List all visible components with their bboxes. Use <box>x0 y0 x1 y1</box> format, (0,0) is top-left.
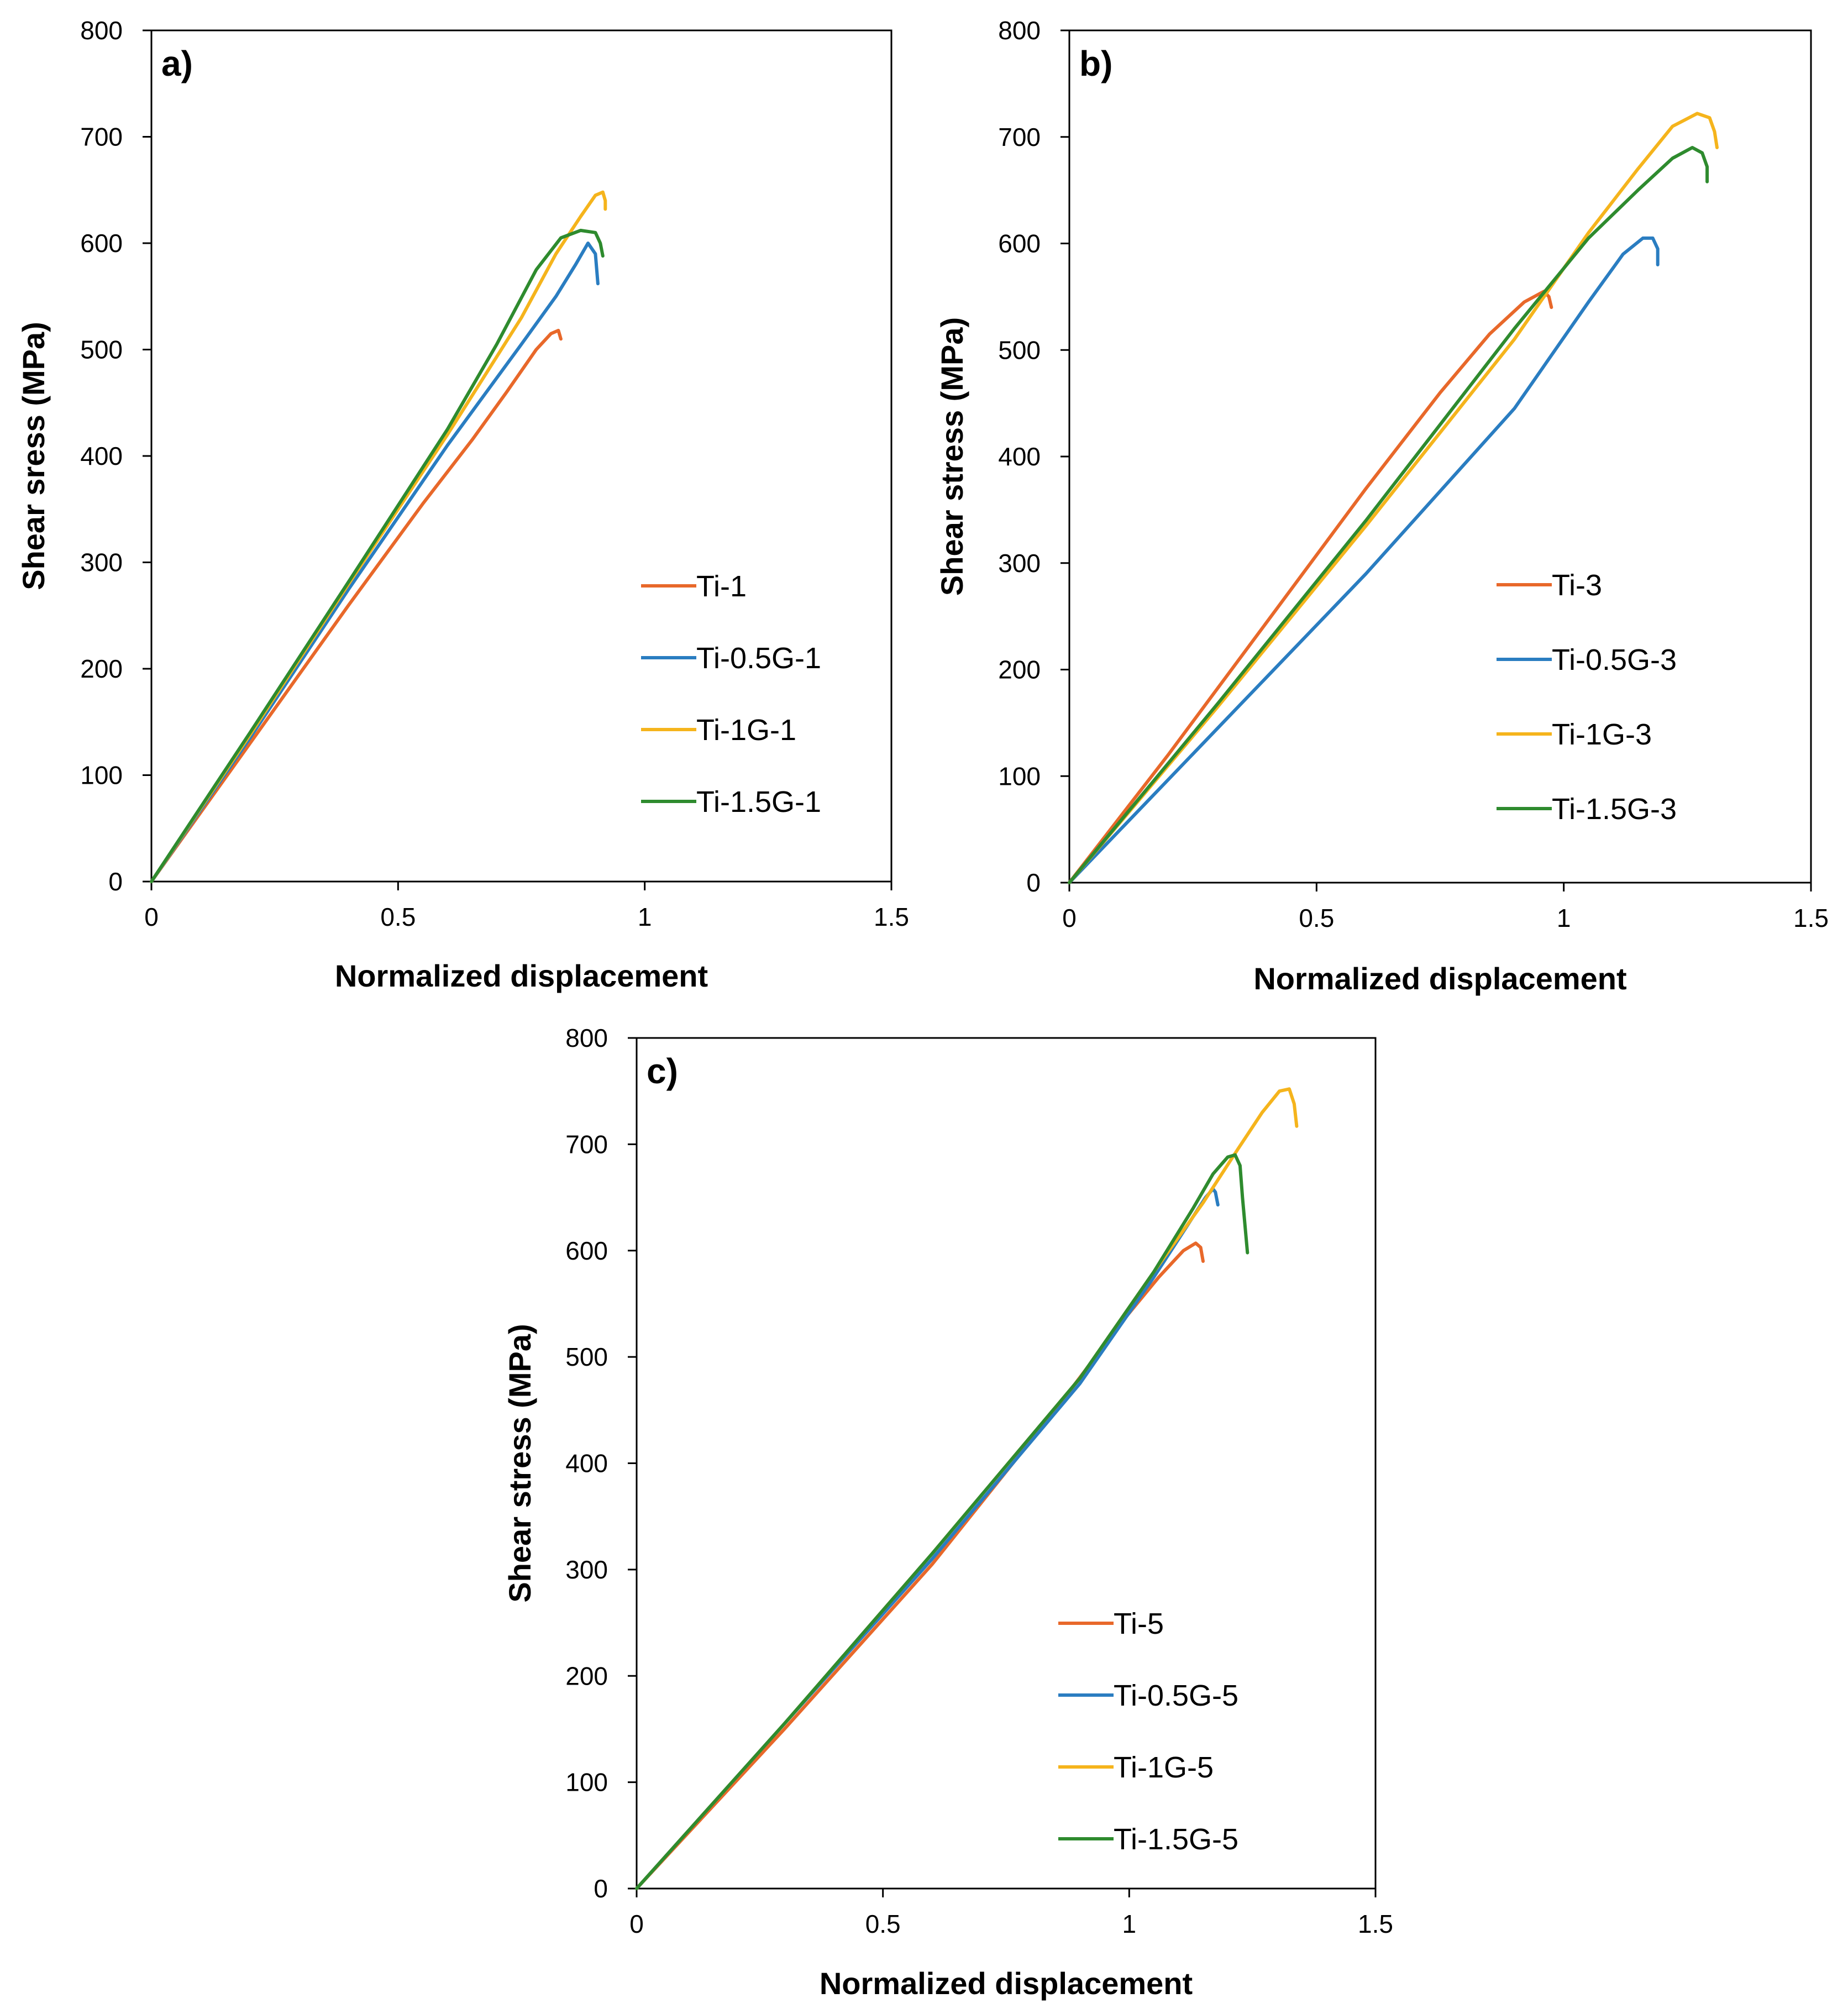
x-tick-label: 1.5 <box>1793 904 1829 932</box>
legend-label: Ti-0.5G-1 <box>696 642 821 675</box>
y-tick-label: 600 <box>80 229 123 258</box>
series-line-ti-1 <box>150 328 563 883</box>
series-line-ti-1g-3 <box>1068 112 1719 884</box>
y-tick-label: 400 <box>80 442 123 470</box>
y-tick-label: 800 <box>998 16 1041 45</box>
y-tick-label: 700 <box>998 123 1041 151</box>
x-axis-title: Normalized displacement <box>1253 961 1626 996</box>
panel-label: b) <box>1079 44 1112 83</box>
series-line-ti-1-5g-5 <box>635 1153 1250 1890</box>
y-tick-label: 600 <box>998 229 1041 258</box>
x-tick-label: 1 <box>1122 1910 1137 1938</box>
x-tick-label: 0 <box>1062 904 1077 932</box>
x-tick-label: 0.5 <box>380 903 416 931</box>
y-tick-label: 700 <box>80 123 123 151</box>
legend-label: Ti-1.5G-1 <box>696 785 821 819</box>
legend: Ti-1 Ti-0.5G-1 Ti-1G-1 Ti-1.5G-1 <box>641 570 821 819</box>
panel-label: a) <box>161 44 193 83</box>
legend-label: Ti-5 <box>1114 1607 1164 1640</box>
plot-frame <box>636 1037 1377 1890</box>
legend-label: Ti-1G-1 <box>696 714 796 747</box>
y-tick-label: 0 <box>594 1874 608 1903</box>
series-line-ti-0-5g-5 <box>635 1187 1220 1890</box>
chart-panel-3: 0 100 200 300 400 500 600 700 800 0 0.5 1 1.5 Normali… <box>502 1024 1393 2001</box>
y-tick-label: 800 <box>80 16 123 45</box>
y-tick-label: 100 <box>565 1768 608 1797</box>
legend-label: Ti-0.5G-5 <box>1114 1679 1238 1712</box>
y-tick-label: 300 <box>80 548 123 577</box>
series-line-ti-0-5g-3 <box>1068 236 1660 884</box>
y-tick-label: 300 <box>565 1555 608 1584</box>
y-tick-label: 700 <box>565 1130 608 1158</box>
y-tick-label: 800 <box>565 1024 608 1052</box>
x-axis-title: Normalized displacement <box>820 1966 1193 2001</box>
legend-label: Ti-1 <box>696 570 747 603</box>
x-axis-title: Normalized displacement <box>335 958 708 993</box>
y-tick-label: 200 <box>998 655 1041 684</box>
y-tick-label: 100 <box>80 761 123 790</box>
y-tick-label: 200 <box>565 1661 608 1690</box>
y-tick-label: 100 <box>998 762 1041 790</box>
y-axis-title: Shear stress (MPa) <box>935 317 969 596</box>
legend: Ti-5 Ti-0.5G-5 Ti-1G-5 Ti-1.5G-5 <box>1058 1607 1238 1856</box>
chart-panel-1: 0 100 200 300 400 500 600 700 800 0 0.5 1 1.5 Normali… <box>16 16 909 993</box>
y-tick-label: 400 <box>998 442 1041 471</box>
x-tick-label: 1.5 <box>874 903 909 931</box>
y-tick-label: 0 <box>1026 868 1041 897</box>
y-tick-label: 500 <box>565 1342 608 1371</box>
legend: Ti-3 Ti-0.5G-3 Ti-1G-3 Ti-1.5G-3 <box>1497 569 1677 826</box>
y-tick-label: 300 <box>998 549 1041 578</box>
series-line-ti-1-5g-1 <box>150 228 605 883</box>
series-line-ti-1-5g-3 <box>1068 146 1709 884</box>
chart-panel-2: 0 100 200 300 400 500 600 700 800 0 0.5 1 1.5 Normali… <box>935 16 1829 996</box>
legend-label: Ti-1G-3 <box>1552 718 1652 751</box>
panel-label: c) <box>647 1051 678 1091</box>
legend-label: Ti-1.5G-5 <box>1114 1823 1238 1856</box>
y-tick-label: 500 <box>998 335 1041 364</box>
legend-label: Ti-1.5G-3 <box>1552 793 1677 826</box>
legend-label: Ti-1G-5 <box>1114 1751 1214 1784</box>
y-tick-label: 0 <box>108 867 123 896</box>
x-tick-label: 0.5 <box>1299 904 1334 932</box>
x-tick-label: 1 <box>638 903 652 931</box>
y-tick-label: 600 <box>565 1236 608 1265</box>
y-tick-label: 400 <box>565 1449 608 1478</box>
y-tick-label: 200 <box>80 654 123 683</box>
y-axis-title: Shear sress (MPa) <box>16 322 51 590</box>
y-axis-title: Shear stress (MPa) <box>502 1324 537 1602</box>
legend-label: Ti-0.5G-3 <box>1552 643 1677 676</box>
x-tick-label: 1 <box>1557 904 1571 932</box>
x-tick-label: 0 <box>629 1910 644 1938</box>
plot-frame <box>150 29 893 883</box>
x-tick-label: 1.5 <box>1358 1910 1393 1938</box>
x-tick-label: 0 <box>144 903 159 931</box>
plot-frame <box>1068 29 1812 884</box>
y-tick-label: 500 <box>80 335 123 364</box>
legend-label: Ti-3 <box>1552 569 1602 602</box>
x-tick-label: 0.5 <box>865 1910 901 1938</box>
series-line-ti-0-5g-1 <box>150 242 600 883</box>
